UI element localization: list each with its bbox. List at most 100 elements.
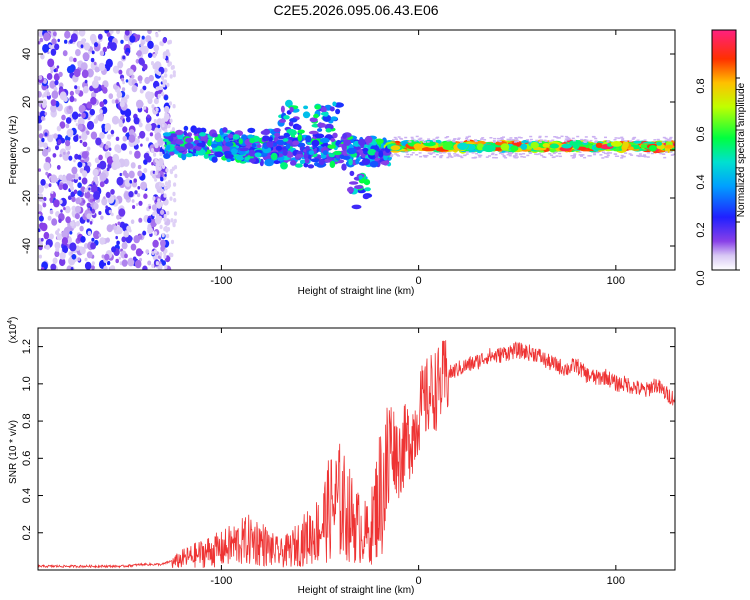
snr-y-tick-label: 0.8 — [21, 413, 33, 428]
spectrogram-cell — [47, 51, 50, 55]
spectrogram-cell — [493, 141, 496, 143]
spectrogram-cell — [153, 44, 160, 52]
spectrogram-cell — [643, 154, 647, 156]
spectrogram-cell — [48, 233, 54, 240]
spectrogram-cell — [68, 56, 74, 62]
spectrogram-cell — [500, 138, 504, 140]
spectrogram-cell — [500, 143, 510, 151]
spectrogram-cell — [108, 93, 114, 100]
spectrogram-cell — [129, 150, 133, 155]
spectrogram-cell — [155, 218, 160, 224]
spectrogram-cell — [415, 154, 419, 156]
spectrogram-cell — [145, 123, 152, 132]
spectrogram-cell — [320, 111, 328, 116]
spectrogram-cell — [415, 135, 419, 138]
spectrogram-cell — [163, 67, 168, 73]
spectrogram-cell — [510, 145, 519, 152]
snr-y-ticks: 0.2 0.4 0.6 0.8 1.0 1.2 — [21, 339, 675, 540]
spectrogram-cell — [183, 125, 189, 131]
spectrogram-cell — [40, 53, 45, 60]
spectrogram-cell — [81, 170, 88, 178]
spectrogram-cell — [594, 141, 597, 143]
spectrogram-cell — [38, 91, 42, 98]
spectrogram-cell — [52, 31, 57, 37]
spectrogram-cell — [144, 76, 151, 85]
spectrogram-cell — [70, 33, 78, 43]
spectrogram-cell — [554, 151, 558, 154]
spectrogram-cell — [622, 140, 629, 149]
spectrogram-cell — [668, 138, 672, 140]
spectrogram-cell — [452, 140, 456, 143]
spectrogram-cell — [163, 193, 167, 198]
spectrogram-cell — [636, 139, 640, 141]
spectrogram-cell — [558, 152, 562, 155]
spectrogram-cell — [122, 81, 125, 85]
spectrogram-cell — [266, 141, 274, 148]
snr-x-ticks: -100 0 100 — [210, 328, 625, 587]
spectrogram-cell — [153, 119, 157, 124]
spectrogram-cell — [307, 164, 315, 169]
spectrogram-cell — [98, 154, 103, 161]
spectrogram-cell — [88, 187, 91, 191]
spectrogram-cell — [129, 35, 136, 43]
spectrogram-cell — [70, 251, 74, 255]
spectrogram-cell — [439, 155, 443, 158]
spectrogram-cell — [494, 154, 498, 156]
spectrogram-cell — [89, 221, 93, 225]
spectrogram-cell — [98, 168, 101, 172]
spectrogram-cell — [71, 111, 79, 120]
spectrogram-cell — [45, 156, 51, 164]
spectrogram-cell — [636, 154, 640, 157]
spectrogram-cell — [68, 106, 72, 110]
spectrogram-cell — [664, 139, 668, 142]
spectrogram-cell — [174, 173, 178, 179]
spectrogram-cell — [162, 54, 166, 60]
spectrogram-cell — [423, 141, 436, 147]
spectrogram-cell — [573, 153, 577, 155]
spectrogram-cell — [128, 170, 135, 179]
spectrogram-cell — [551, 139, 555, 141]
snr-x-axis-label: Height of straight line (km) — [298, 585, 415, 596]
spectrogram-cell — [158, 166, 162, 171]
spectrogram-cell — [56, 65, 60, 69]
spectrogram-cell — [329, 160, 336, 168]
spectrogram-cell — [60, 209, 63, 213]
spectrogram-cell — [111, 133, 114, 137]
spectrogram-cell — [419, 137, 423, 140]
spectrogram-cell — [66, 65, 73, 74]
spectrogram-cell — [621, 155, 625, 158]
spectrogram-cell — [492, 140, 496, 142]
spectrogram-cell — [89, 198, 94, 203]
spectrogram-cell — [508, 138, 512, 141]
spectrogram-cell — [299, 159, 305, 165]
spectrogram-cell — [99, 160, 107, 170]
spectrogram-cell — [491, 152, 495, 154]
spectrogram-cell — [97, 113, 104, 122]
spectrogram-cell — [171, 127, 175, 132]
spectrogram-cell — [162, 79, 166, 84]
spectrogram-cell — [80, 186, 86, 193]
spectrogram-cell — [327, 144, 336, 149]
spectrogram-cell — [555, 136, 559, 138]
spectrogram-cell — [63, 96, 68, 102]
spectrogram-cell — [498, 152, 502, 155]
spectrogram-cell — [161, 91, 165, 97]
spectrogram-cell — [77, 161, 83, 168]
spectrogram-cell — [460, 156, 464, 159]
spectrogram-cell — [164, 264, 168, 270]
spectrogram-cell — [418, 139, 422, 141]
spectrogram-cell — [167, 179, 171, 185]
spectrogram-cell — [161, 182, 165, 188]
spectrogram-cell — [330, 138, 336, 142]
spectrogram-cell — [86, 213, 92, 220]
spectrogram-cell — [161, 260, 166, 266]
spectrogram-cell — [125, 94, 130, 100]
spectrogram-cell — [169, 252, 173, 258]
spectrogram-cell — [55, 145, 59, 151]
spectrogram-cell — [405, 151, 409, 154]
spectrogram-cell — [153, 98, 159, 105]
spectrogram-cell — [42, 30, 46, 33]
spectrogram-cell — [647, 152, 651, 154]
spectrogram-cell — [453, 155, 457, 157]
spectrogram-cell — [133, 117, 140, 125]
